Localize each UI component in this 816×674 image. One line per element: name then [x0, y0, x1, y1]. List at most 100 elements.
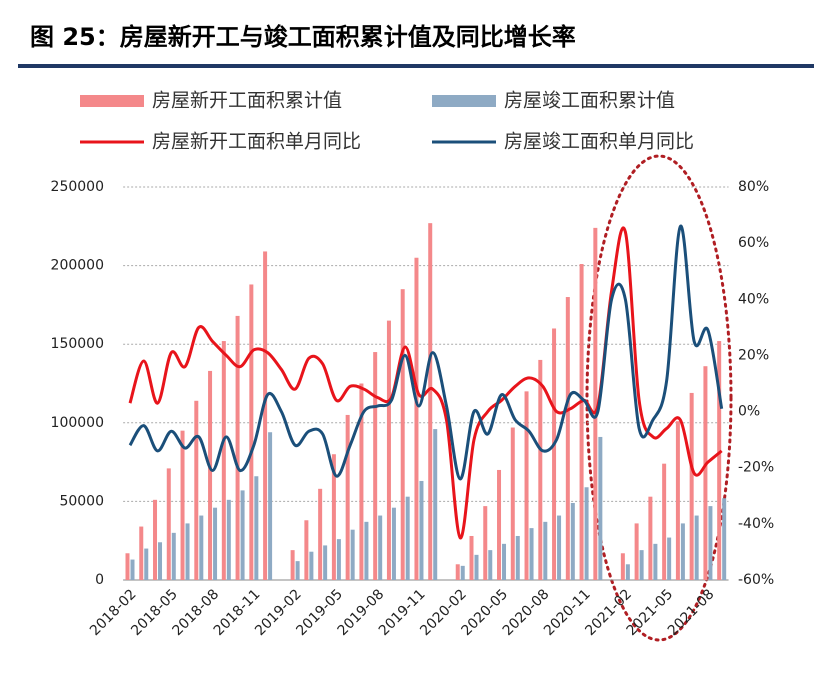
bar	[249, 284, 254, 580]
bar	[331, 454, 336, 580]
chart-title: 图 25：房屋新开工与竣工面积累计值及同比增长率	[30, 23, 576, 51]
bar	[689, 392, 694, 580]
bar	[199, 515, 204, 580]
bar	[675, 421, 680, 580]
bar	[419, 480, 424, 580]
bar	[373, 352, 378, 580]
y2-tick-label: -20%	[738, 460, 774, 476]
bar	[240, 490, 245, 580]
bar	[524, 391, 529, 580]
bar	[221, 341, 226, 580]
bar	[469, 535, 474, 580]
legend-label: 房屋竣工面积单月同比	[504, 131, 694, 153]
legend-swatch	[80, 95, 144, 107]
bar	[318, 488, 323, 580]
bar	[639, 550, 644, 580]
bar	[158, 542, 163, 580]
y-tick-label: 50000	[59, 493, 104, 509]
y-tick-label: 250000	[51, 179, 104, 195]
bar	[304, 520, 309, 580]
bar	[474, 554, 479, 580]
bar	[166, 468, 171, 580]
legend-swatch	[432, 95, 496, 107]
bar	[309, 551, 314, 580]
bar	[130, 559, 135, 580]
bar	[634, 523, 639, 580]
bar	[460, 565, 465, 580]
bar	[538, 359, 543, 580]
bar	[345, 414, 350, 580]
bar	[180, 430, 185, 580]
bar	[497, 469, 502, 580]
bar	[620, 553, 625, 580]
bar	[488, 550, 493, 580]
bar	[625, 564, 630, 580]
line	[128, 224, 724, 481]
bar	[584, 487, 589, 580]
bar	[598, 436, 603, 580]
title-rule	[18, 64, 814, 68]
bar	[254, 476, 259, 580]
bar	[502, 543, 507, 580]
bar	[386, 320, 391, 580]
bar	[144, 548, 149, 580]
bar	[570, 502, 575, 580]
bar	[295, 561, 300, 580]
bar	[552, 328, 557, 580]
bar	[268, 432, 273, 580]
bar	[350, 529, 355, 580]
bar	[235, 315, 240, 580]
bar	[208, 370, 213, 580]
bar	[557, 515, 562, 580]
y2-tick-label: 60%	[738, 235, 769, 251]
bar	[378, 515, 383, 580]
bar	[510, 427, 515, 580]
bar	[336, 539, 341, 580]
bar	[290, 550, 295, 580]
y2-tick-label: 0%	[738, 404, 760, 420]
bar	[662, 463, 667, 580]
bar	[153, 499, 158, 580]
legend-label: 房屋新开工面积累计值	[152, 90, 342, 112]
bar	[364, 521, 369, 580]
bar	[194, 400, 199, 580]
y-tick-label: 0	[95, 572, 104, 588]
y2-tick-label: 80%	[738, 179, 769, 195]
y2-tick-label: -60%	[738, 572, 774, 588]
legend-label: 房屋新开工面积单月同比	[152, 131, 361, 153]
bar	[455, 564, 460, 580]
bar	[680, 523, 685, 580]
bar	[593, 227, 598, 580]
bar	[125, 553, 130, 580]
bar	[213, 507, 218, 580]
bar	[579, 264, 584, 580]
bar	[263, 251, 268, 580]
bar	[529, 528, 534, 580]
bar	[414, 257, 419, 580]
y-tick-label: 200000	[51, 258, 104, 274]
bar	[171, 532, 176, 580]
bar	[543, 521, 548, 580]
line	[128, 226, 723, 540]
bar	[483, 506, 488, 580]
y-tick-label: 100000	[51, 415, 104, 431]
bar	[565, 297, 570, 580]
y2-tick-label: 20%	[738, 347, 769, 363]
bar	[391, 507, 396, 580]
bar	[703, 366, 708, 580]
bar	[185, 523, 190, 580]
bar	[226, 499, 231, 580]
bar	[323, 545, 328, 580]
bar	[515, 535, 520, 580]
legend-label: 房屋竣工面积累计值	[504, 90, 675, 112]
bar	[653, 543, 658, 580]
bar	[428, 223, 433, 580]
bar	[708, 506, 713, 580]
bar	[405, 496, 410, 580]
bar	[648, 496, 653, 580]
bar	[722, 498, 727, 580]
bar	[694, 515, 699, 580]
bar	[139, 526, 144, 580]
bar	[400, 289, 405, 580]
